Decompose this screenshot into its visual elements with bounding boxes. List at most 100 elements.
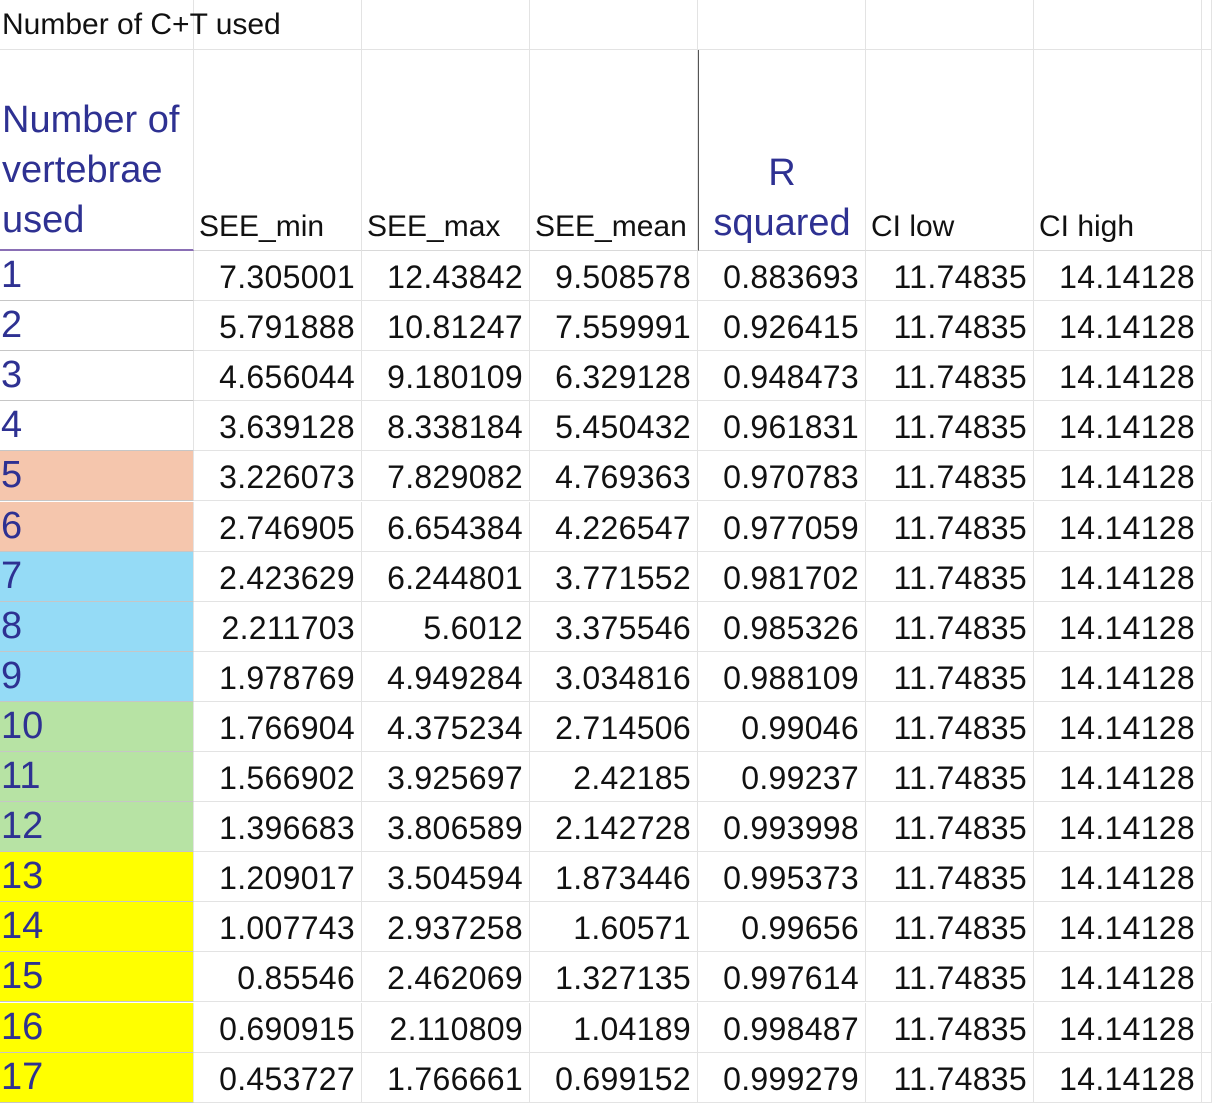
r-squared-cell[interactable]: 0.995373 xyxy=(698,852,866,903)
r-squared-cell[interactable]: 0.999279 xyxy=(698,1052,866,1103)
ci-low-cell[interactable]: 11.74835 xyxy=(866,952,1034,1003)
vertebrae-count-cell[interactable]: 4 xyxy=(0,401,194,452)
see-mean-cell[interactable]: 2.42185 xyxy=(530,752,698,803)
see-max-cell[interactable]: 6.244801 xyxy=(362,551,530,602)
empty-cell[interactable] xyxy=(1202,601,1212,652)
ci-high-cell[interactable]: 14.14128 xyxy=(1034,551,1202,602)
header-cell-see-min[interactable]: SEE_min xyxy=(194,50,362,251)
empty-cell[interactable] xyxy=(866,0,1034,50)
see-max-cell[interactable]: 6.654384 xyxy=(362,501,530,552)
empty-cell[interactable] xyxy=(1202,451,1212,502)
see-max-cell[interactable]: 4.949284 xyxy=(362,651,530,702)
see-min-cell[interactable]: 4.656044 xyxy=(194,351,362,402)
see-mean-cell[interactable]: 1.327135 xyxy=(530,952,698,1003)
empty-cell[interactable] xyxy=(1202,0,1212,50)
empty-cell[interactable] xyxy=(1202,251,1212,302)
r-squared-cell[interactable]: 0.997614 xyxy=(698,952,866,1003)
see-max-cell[interactable]: 8.338184 xyxy=(362,401,530,452)
r-squared-cell[interactable]: 0.985326 xyxy=(698,601,866,652)
vertebrae-count-cell[interactable]: 3 xyxy=(0,351,194,402)
ci-low-cell[interactable]: 11.74835 xyxy=(866,501,1034,552)
ci-high-cell[interactable]: 14.14128 xyxy=(1034,1052,1202,1103)
see-mean-cell[interactable]: 1.873446 xyxy=(530,852,698,903)
ci-low-cell[interactable]: 11.74835 xyxy=(866,451,1034,502)
see-max-cell[interactable]: 5.6012 xyxy=(362,601,530,652)
empty-cell[interactable] xyxy=(1202,802,1212,853)
empty-cell[interactable] xyxy=(1202,752,1212,803)
see-max-cell[interactable]: 12.43842 xyxy=(362,251,530,302)
empty-cell[interactable] xyxy=(1202,1052,1212,1103)
see-min-cell[interactable]: 3.226073 xyxy=(194,451,362,502)
see-mean-cell[interactable]: 2.142728 xyxy=(530,802,698,853)
see-mean-cell[interactable]: 4.226547 xyxy=(530,501,698,552)
r-squared-cell[interactable]: 0.926415 xyxy=(698,301,866,352)
ci-low-cell[interactable]: 11.74835 xyxy=(866,852,1034,903)
header-cell-ci-high[interactable]: CI high xyxy=(1034,50,1202,251)
see-min-cell[interactable]: 1.766904 xyxy=(194,701,362,752)
ci-high-cell[interactable]: 14.14128 xyxy=(1034,401,1202,452)
empty-cell[interactable] xyxy=(1202,651,1212,702)
see-mean-cell[interactable]: 7.559991 xyxy=(530,301,698,352)
see-max-cell[interactable]: 9.180109 xyxy=(362,351,530,402)
empty-cell[interactable] xyxy=(1202,50,1212,251)
ci-low-cell[interactable]: 11.74835 xyxy=(866,351,1034,402)
see-min-cell[interactable]: 7.305001 xyxy=(194,251,362,302)
vertebrae-count-cell[interactable]: 14 xyxy=(0,902,194,953)
r-squared-cell[interactable]: 0.977059 xyxy=(698,501,866,552)
see-max-cell[interactable]: 4.375234 xyxy=(362,701,530,752)
ci-high-cell[interactable]: 14.14128 xyxy=(1034,752,1202,803)
ci-high-cell[interactable]: 14.14128 xyxy=(1034,451,1202,502)
ci-high-cell[interactable]: 14.14128 xyxy=(1034,651,1202,702)
see-mean-cell[interactable]: 9.508578 xyxy=(530,251,698,302)
empty-cell[interactable] xyxy=(1202,852,1212,903)
see-min-cell[interactable]: 3.639128 xyxy=(194,401,362,452)
see-max-cell[interactable]: 3.504594 xyxy=(362,852,530,903)
empty-cell[interactable] xyxy=(1034,0,1202,50)
vertebrae-count-cell[interactable]: 9 xyxy=(0,651,194,702)
see-mean-cell[interactable]: 3.034816 xyxy=(530,651,698,702)
r-squared-cell[interactable]: 0.988109 xyxy=(698,651,866,702)
empty-cell[interactable] xyxy=(194,0,362,50)
empty-cell[interactable] xyxy=(1202,401,1212,452)
see-max-cell[interactable]: 2.937258 xyxy=(362,902,530,953)
see-mean-cell[interactable]: 5.450432 xyxy=(530,401,698,452)
header-cell-ci-low[interactable]: CI low xyxy=(866,50,1034,251)
see-min-cell[interactable]: 0.453727 xyxy=(194,1052,362,1103)
ci-low-cell[interactable]: 11.74835 xyxy=(866,1002,1034,1053)
empty-cell[interactable] xyxy=(1202,701,1212,752)
ci-low-cell[interactable]: 11.74835 xyxy=(866,701,1034,752)
ci-low-cell[interactable]: 11.74835 xyxy=(866,301,1034,352)
header-cell-vertebrae[interactable]: Number of vertebrae used xyxy=(0,50,194,251)
see-mean-cell[interactable]: 6.329128 xyxy=(530,351,698,402)
header-cell-see-max[interactable]: SEE_max xyxy=(362,50,530,251)
ci-high-cell[interactable]: 14.14128 xyxy=(1034,902,1202,953)
see-min-cell[interactable]: 1.978769 xyxy=(194,651,362,702)
see-min-cell[interactable]: 2.746905 xyxy=(194,501,362,552)
see-max-cell[interactable]: 3.806589 xyxy=(362,802,530,853)
see-min-cell[interactable]: 0.85546 xyxy=(194,952,362,1003)
vertebrae-count-cell[interactable]: 1 xyxy=(0,251,194,302)
empty-cell[interactable] xyxy=(1202,351,1212,402)
empty-cell[interactable] xyxy=(1202,902,1212,953)
vertebrae-count-cell[interactable]: 13 xyxy=(0,852,194,903)
ci-low-cell[interactable]: 11.74835 xyxy=(866,802,1034,853)
r-squared-cell[interactable]: 0.99237 xyxy=(698,752,866,803)
r-squared-cell[interactable]: 0.970783 xyxy=(698,451,866,502)
see-mean-cell[interactable]: 3.375546 xyxy=(530,601,698,652)
empty-cell[interactable] xyxy=(1202,952,1212,1003)
see-min-cell[interactable]: 2.423629 xyxy=(194,551,362,602)
ci-low-cell[interactable]: 11.74835 xyxy=(866,651,1034,702)
r-squared-cell[interactable]: 0.998487 xyxy=(698,1002,866,1053)
empty-cell[interactable] xyxy=(1202,1002,1212,1053)
see-min-cell[interactable]: 2.211703 xyxy=(194,601,362,652)
empty-cell[interactable] xyxy=(698,0,866,50)
r-squared-cell[interactable]: 0.993998 xyxy=(698,802,866,853)
r-squared-cell[interactable]: 0.883693 xyxy=(698,251,866,302)
vertebrae-count-cell[interactable]: 6 xyxy=(0,501,194,552)
empty-cell[interactable] xyxy=(1202,551,1212,602)
ci-low-cell[interactable]: 11.74835 xyxy=(866,251,1034,302)
vertebrae-count-cell[interactable]: 12 xyxy=(0,802,194,853)
see-max-cell[interactable]: 10.81247 xyxy=(362,301,530,352)
see-max-cell[interactable]: 2.462069 xyxy=(362,952,530,1003)
vertebrae-count-cell[interactable]: 2 xyxy=(0,301,194,352)
